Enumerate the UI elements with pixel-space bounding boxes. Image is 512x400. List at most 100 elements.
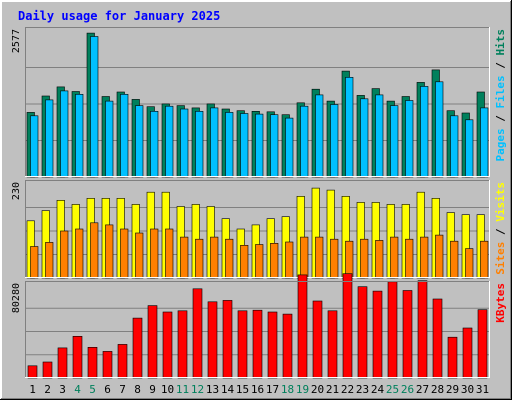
bar-sites-15 [240,245,249,279]
bar-kbytes-25 [387,281,398,379]
bar-kbytes-6 [102,351,113,379]
bar-files-22 [345,77,354,178]
bar-sites-26 [405,238,414,279]
bar-sites-3 [60,230,69,279]
panel-max-label: 80280 [11,283,22,313]
chart-panels: 2577 Pages / Files / Hits 230 Sites / Visit… [11,27,507,379]
panel-visits-sites: 230 Sites / Visits [11,180,507,279]
bar-files-29 [450,115,459,178]
panel-max-label: 230 [11,182,22,200]
bar-files-31 [480,107,489,178]
x-tick-label: 25 [386,383,399,396]
bar-files-13 [210,107,219,178]
bar-kbytes-28 [432,298,443,379]
x-tick-label: 13 [206,383,219,396]
x-tick-label: 14 [221,383,235,396]
bar-kbytes-31 [477,309,488,379]
bar-kbytes-12 [192,288,203,379]
bar-files-19 [300,105,309,178]
bar-files-2 [45,99,54,178]
legend-part: / [494,56,507,76]
bar-files-1 [30,115,39,178]
bar-kbytes-20 [312,300,323,379]
x-tick-label: 1 [29,383,36,396]
x-tick-label: 11 [176,383,189,396]
bar-sites-31 [480,240,489,279]
bar-sites-10 [165,228,174,279]
x-tick-label: 29 [446,383,459,396]
x-tick-label: 19 [296,383,309,396]
bar-files-18 [285,117,294,178]
x-tick-label: 28 [431,383,444,396]
bar-sites-24 [375,240,384,279]
bar-files-24 [375,94,384,178]
bar-sites-12 [195,238,204,279]
bar-kbytes-5 [87,346,98,379]
bar-files-17 [270,114,279,178]
bar-sites-14 [225,238,234,279]
bar-sites-2 [45,242,54,279]
bar-kbytes-16 [252,309,263,379]
bar-sites-4 [75,228,84,279]
x-tick-label: 12 [191,383,204,396]
bar-kbytes-8 [132,317,143,379]
x-tick-label: 22 [341,383,354,396]
bar-sites-28 [435,234,444,279]
x-tick-label: 10 [161,383,174,396]
bar-files-8 [135,105,144,178]
bar-files-7 [120,94,129,178]
bar-files-25 [390,105,399,178]
bar-files-23 [360,98,369,178]
bar-kbytes-26 [402,290,413,379]
x-tick-label: 30 [461,383,474,396]
bar-kbytes-11 [177,310,188,379]
bar-files-27 [420,86,429,178]
bar-files-9 [150,111,159,178]
bar-files-20 [315,94,324,178]
bar-sites-20 [315,236,324,279]
x-tick-label: 3 [59,383,66,396]
x-tick-label: 23 [356,383,369,396]
bar-files-5 [90,36,99,178]
bar-sites-30 [465,248,474,279]
bar-sites-18 [285,241,294,279]
bar-kbytes-22 [342,273,353,379]
bar-sites-6 [105,224,114,279]
bar-sites-29 [450,240,459,279]
bar-kbytes-10 [162,311,173,379]
bar-sites-22 [345,240,354,279]
x-tick-label: 4 [74,383,81,396]
bar-files-16 [255,113,264,178]
panel-legend-label: Pages / Files / Hits [494,29,507,162]
bar-sites-23 [360,238,369,279]
x-tick-label: 6 [104,383,111,396]
bar-kbytes-17 [267,311,278,379]
bar-sites-21 [330,238,339,279]
bar-files-4 [75,94,84,178]
x-tick-label: 21 [326,383,339,396]
bar-kbytes-18 [282,313,293,379]
bar-sites-17 [270,243,279,279]
bar-files-6 [105,100,114,178]
x-tick-label: 18 [281,383,294,396]
bar-kbytes-13 [207,301,218,379]
x-tick-label: 9 [149,383,156,396]
bar-files-28 [435,81,444,178]
bar-files-14 [225,112,234,178]
x-tick-label: 20 [311,383,324,396]
bar-kbytes-9 [147,305,158,379]
bar-kbytes-3 [57,347,68,379]
bar-files-21 [330,104,339,178]
bar-kbytes-24 [372,290,383,379]
legend-part: Pages [494,128,507,161]
bar-files-3 [60,90,69,178]
bar-kbytes-14 [222,300,233,379]
panel-legend-label: Sites / Visits [494,182,507,275]
bar-sites-16 [255,244,264,279]
legend-part: Visits [494,182,507,222]
bar-sites-8 [135,232,144,279]
bar-sites-27 [420,236,429,279]
legend-part: / [494,109,507,129]
x-tick-label: 31 [476,383,489,396]
